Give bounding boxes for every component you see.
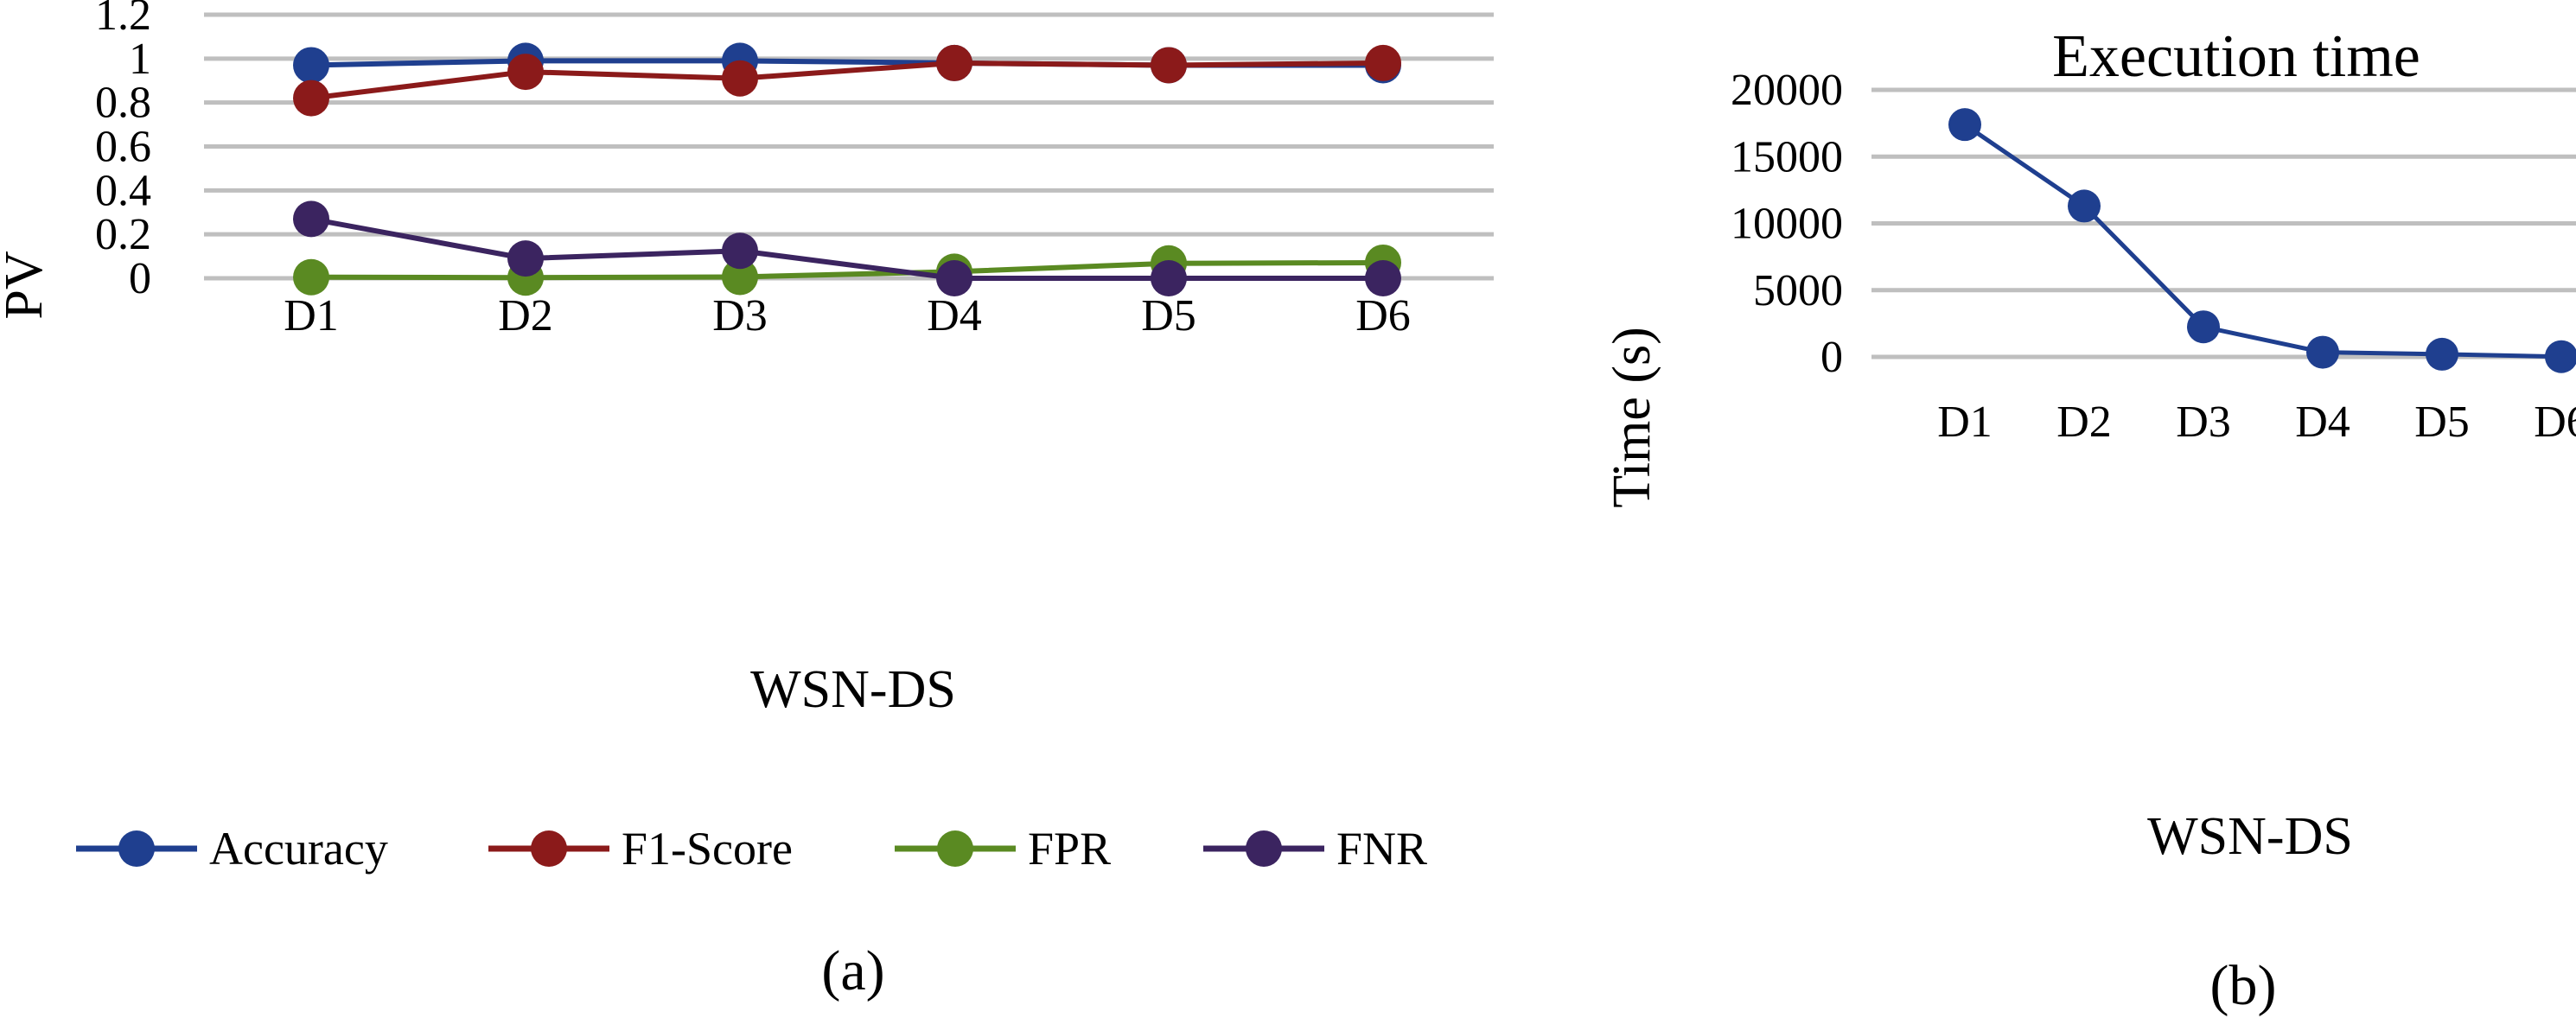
chart-a-line-fpr — [310, 259, 1384, 281]
chart-b-x-tick-label: D6 — [2534, 398, 2576, 447]
chart-a-point-f1-score — [293, 80, 329, 117]
chart-b-y-ticks: 0 5000 10000 15000 20000 — [1731, 66, 1843, 382]
chart-a-gridlines — [204, 12, 1494, 281]
chart-b-point-execution-time — [2306, 335, 2339, 369]
chart-b-y-tick-label: 20000 — [1731, 66, 1843, 115]
chart-a-x-ticks: D1 D2 D3 D4 D5 D6 — [284, 291, 1411, 340]
chart-b-y-tick-label: 0 — [1820, 333, 1843, 382]
chart-b-series-execution-time — [1948, 108, 2576, 373]
chart-a: 00.20.40.60.811.2 D1 D2 D3 D4 D5 D6 PV WSN-DS… — [0, 0, 1494, 1002]
chart-a-point-fnr — [1151, 260, 1187, 296]
chart-a-legend-label-accuracy: Accuracy — [209, 823, 388, 875]
chart-a-x-tick-label: D6 — [1355, 291, 1411, 340]
chart-b-point-execution-time — [2545, 340, 2576, 373]
chart-a-line-fnr — [310, 216, 1383, 281]
chart-a-point-fnr — [507, 240, 544, 277]
chart-a-legend-marker-accuracy — [118, 830, 155, 867]
chart-b-point-execution-time — [2187, 310, 2220, 344]
chart-a-point-f1-score — [1151, 47, 1187, 84]
chart-b-line-execution-time — [1963, 123, 2562, 359]
chart-b-y-tick-label: 5000 — [1753, 266, 1843, 315]
chart-a-point-fnr — [936, 260, 972, 296]
chart-a-y-tick-label: 0.4 — [95, 166, 151, 215]
chart-a-point-f1-score — [936, 44, 972, 81]
chart-a-x-axis-label: WSN-DS — [750, 660, 956, 719]
chart-a-y-tick-label: 0 — [129, 254, 151, 303]
chart-a-y-ticks: 00.20.40.60.811.2 — [95, 0, 151, 303]
chart-a-point-accuracy — [293, 47, 329, 84]
chart-a-legend-label-fnr: FNR — [1336, 823, 1427, 875]
chart-a-y-tick-label: 1 — [129, 35, 151, 84]
chart-b-x-tick-label: D3 — [2176, 398, 2231, 447]
chart-a-legend: Accuracy F1-Score FPR FNR — [76, 823, 1427, 875]
chart-a-series-f1-score — [293, 44, 1401, 117]
chart-a-x-tick-label: D5 — [1141, 291, 1196, 340]
chart-a-legend-label-fpr: FPR — [1028, 823, 1111, 875]
chart-b: Execution time 0 5000 10000 15000 20000 D1 D2… — [1603, 23, 2576, 1017]
chart-b-series — [1948, 108, 2576, 373]
chart-b-y-axis-label: Time (s) — [1603, 327, 1661, 508]
chart-a-legend-item-accuracy: Accuracy — [76, 823, 388, 875]
chart-b-x-tick-label: D1 — [1937, 398, 1993, 447]
chart-a-point-fpr — [722, 258, 758, 296]
chart-a-legend-item-fpr: FPR — [895, 823, 1111, 875]
chart-a-y-tick-label: 0.8 — [95, 79, 151, 128]
chart-b-gridlines — [1871, 87, 2576, 359]
chart-a-x-tick-label: D1 — [284, 291, 339, 340]
chart-a-y-tick-label: 0.6 — [95, 123, 151, 172]
chart-b-x-axis-label: WSN-DS — [2147, 807, 2353, 866]
chart-a-legend-marker-fnr — [1246, 830, 1282, 867]
chart-b-x-tick-label: D2 — [2056, 398, 2112, 447]
chart-a-point-fnr — [722, 232, 758, 270]
chart-b-x-tick-label: D5 — [2414, 398, 2470, 447]
chart-b-x-tick-label: D4 — [2295, 398, 2350, 447]
chart-a-point-f1-score — [722, 60, 758, 97]
chart-a-legend-item-f1-score: F1-Score — [488, 823, 793, 875]
chart-b-y-tick-label: 10000 — [1731, 200, 1843, 249]
chart-a-point-f1-score — [1365, 44, 1401, 81]
chart-a-legend-label-f1-score: F1-Score — [622, 823, 793, 875]
chart-a-y-axis-label: PV — [0, 251, 54, 319]
chart-b-title: Execution time — [2052, 23, 2420, 90]
chart-b-point-execution-time — [2068, 189, 2101, 223]
chart-a-y-tick-label: 0.2 — [95, 210, 151, 259]
chart-a-line-f1-score — [310, 60, 1384, 101]
chart-a-series-fpr — [293, 244, 1401, 296]
chart-a-x-tick-label: D2 — [498, 291, 553, 340]
chart-a-series-fnr — [293, 200, 1401, 296]
chart-a-legend-item-fnr: FNR — [1203, 823, 1427, 875]
chart-a-caption: (a) — [821, 939, 884, 1002]
chart-a-point-fnr — [293, 200, 329, 238]
chart-b-x-ticks: D1 D2 D3 D4 D5 D6 — [1937, 398, 2576, 447]
chart-a-point-fpr — [293, 258, 329, 296]
chart-a-x-tick-label: D3 — [712, 291, 768, 340]
chart-a-legend-marker-f1-score — [531, 830, 567, 867]
chart-a-x-tick-label: D4 — [927, 291, 982, 340]
chart-b-caption: (b) — [2210, 954, 2277, 1017]
chart-a-series — [293, 42, 1401, 296]
chart-a-point-fnr — [1365, 260, 1401, 296]
chart-b-point-execution-time — [2426, 337, 2458, 371]
chart-a-y-tick-label: 1.2 — [95, 0, 151, 40]
chart-a-point-f1-score — [507, 54, 544, 91]
chart-b-point-execution-time — [1948, 108, 1981, 142]
chart-b-y-tick-label: 15000 — [1731, 132, 1843, 181]
chart-a-legend-marker-fpr — [937, 830, 973, 867]
